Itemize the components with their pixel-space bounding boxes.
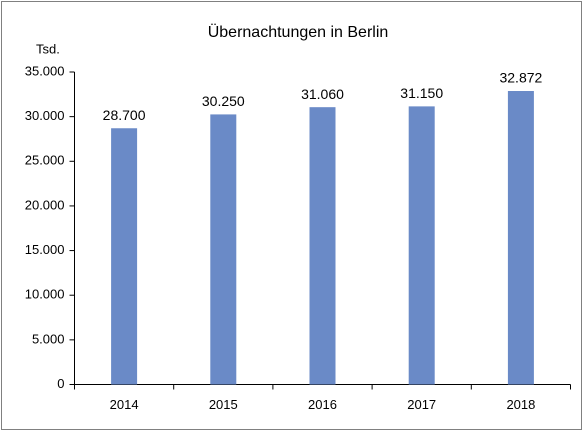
x-tick-label: 2015 (209, 397, 238, 412)
y-tick-label: 25.000 (25, 153, 65, 168)
y-tick-label: 20.000 (25, 197, 65, 212)
y-tick-label: 15.000 (25, 242, 65, 257)
x-tick-label: 2018 (506, 397, 535, 412)
y-tick-label: 5.000 (32, 331, 65, 346)
bar (507, 91, 534, 385)
y-tick-label: 30.000 (25, 108, 65, 123)
chart-title: Übernachtungen in Berlin (208, 23, 389, 41)
y-tick-label: 35.000 (25, 63, 65, 78)
x-tick-label: 2017 (407, 397, 436, 412)
x-tick-label: 2016 (308, 397, 337, 412)
value-label: 31.060 (301, 86, 344, 102)
value-label: 30.250 (202, 93, 245, 109)
value-label: 28.700 (103, 107, 146, 123)
value-label: 31.150 (400, 85, 443, 101)
bar (309, 107, 336, 385)
value-label: 32.872 (499, 70, 542, 86)
y-tick-label: 0 (57, 376, 64, 391)
y-tick-label: 10.000 (25, 287, 65, 302)
y-axis-label: Tsd. (36, 41, 60, 56)
x-tick-label: 2014 (110, 397, 139, 412)
bar (210, 114, 237, 385)
bar (111, 128, 138, 385)
bar (408, 106, 435, 385)
